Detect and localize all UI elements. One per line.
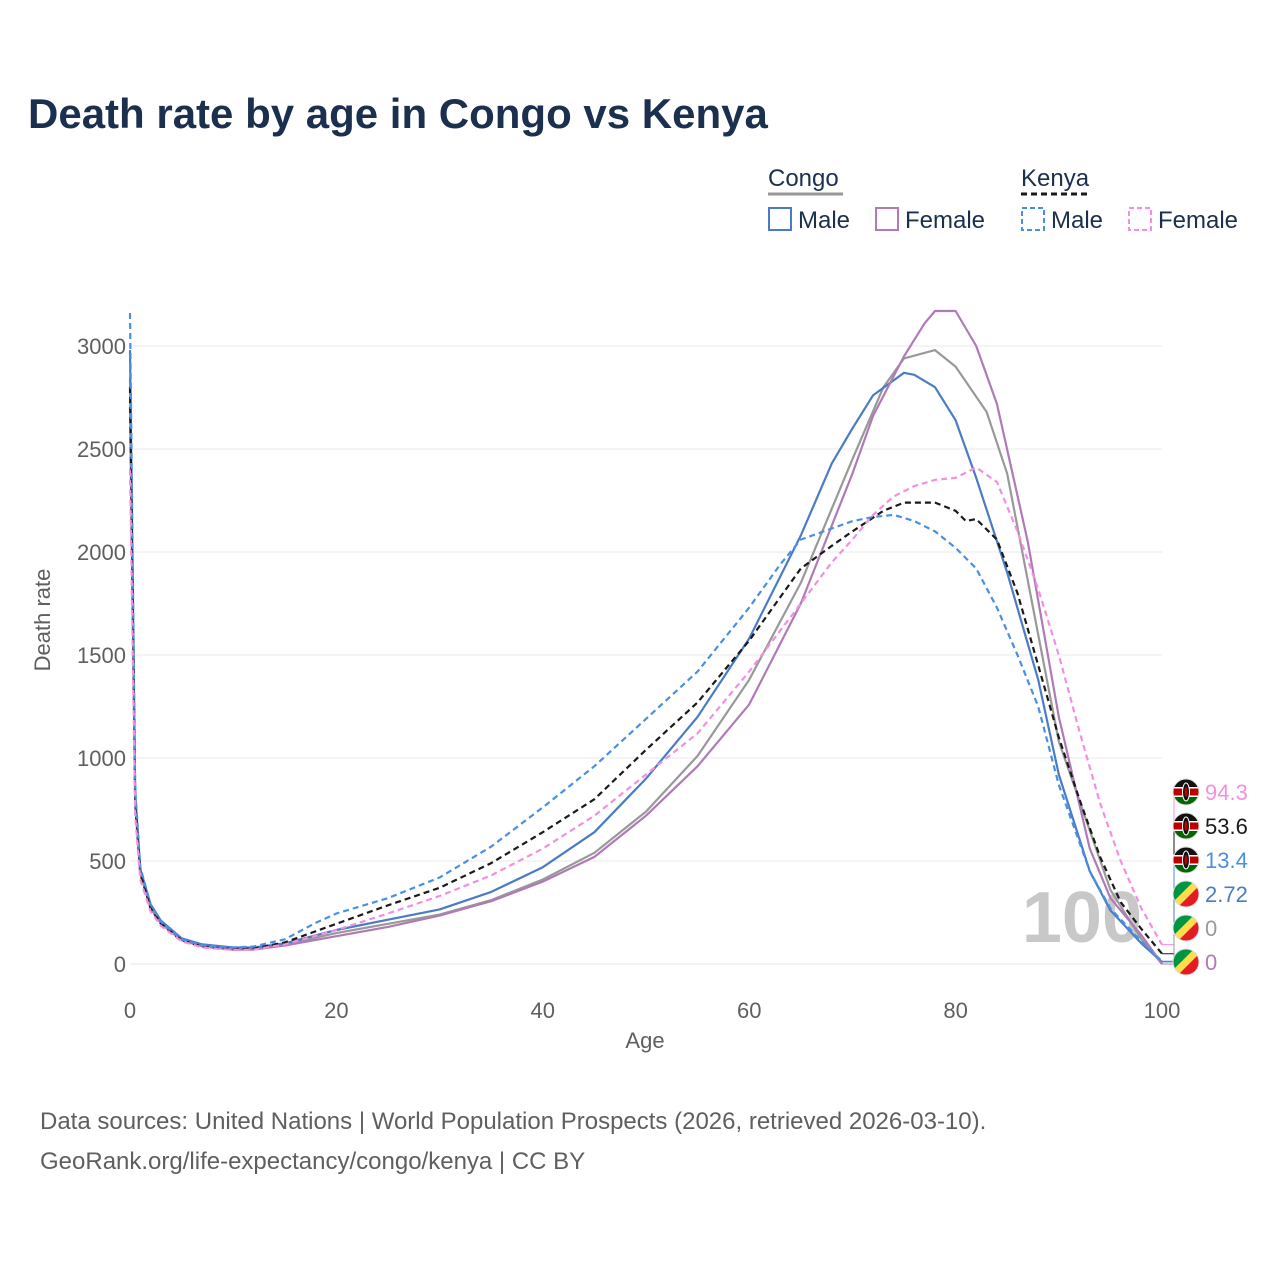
y-axis: 0 500 1000 1500 2000 2500 3000	[77, 334, 126, 977]
end-value-congo-male: 2.72	[1205, 882, 1248, 907]
legend-swatch-kenya-male[interactable]	[1021, 207, 1045, 231]
legend-label-kenya-male[interactable]: Male	[1051, 207, 1103, 234]
series-line-congo-male	[128, 350, 1163, 963]
series-line-congo-total	[128, 349, 1163, 965]
x-tick-label-40: 40	[531, 998, 555, 1023]
legend-label-congo-female[interactable]: Female	[905, 207, 985, 234]
y-tick-label-1500: 1500	[77, 643, 126, 668]
legend-swatch-congo-female[interactable]	[875, 207, 899, 231]
y-tick-label-500: 500	[89, 849, 126, 874]
x-tick-label-20: 20	[324, 998, 348, 1023]
chart-title: Death rate by age in Congo vs Kenya	[28, 90, 768, 137]
y-axis-label: Death rate	[30, 569, 55, 672]
x-tick-label-60: 60	[737, 998, 761, 1023]
y-tick-label-2000: 2000	[77, 540, 126, 565]
gridlines	[130, 345, 1162, 965]
end-value-congo-total: 0	[1205, 916, 1217, 941]
series-line-kenya-male	[128, 312, 1163, 963]
end-value-congo-female: 0	[1205, 950, 1217, 975]
x-axis-label: Age	[625, 1028, 664, 1053]
end-value-labels: 94.3 53.6 13.4 2.72 0 0	[1162, 778, 1248, 976]
y-tick-label-0: 0	[114, 952, 126, 977]
data-source-text: Data sources: United Nations | World Pop…	[40, 1108, 987, 1135]
legend-label-congo-male[interactable]: Male	[798, 207, 850, 234]
legend: Congo Male Female Kenya Male Female	[768, 165, 1238, 234]
y-tick-label-1000: 1000	[77, 746, 126, 771]
attribution-link[interactable]: GeoRank.org/life-expectancy/congo/kenya …	[40, 1148, 586, 1175]
end-value-kenya-female: 94.3	[1205, 780, 1248, 805]
y-tick-label-2500: 2500	[77, 437, 126, 462]
flag-kenya-total	[1172, 812, 1200, 840]
legend-swatch-kenya-female[interactable]	[1128, 207, 1152, 231]
legend-group-congo: Congo	[768, 165, 839, 192]
series-lines	[128, 309, 1163, 965]
x-tick-label-80: 80	[943, 998, 967, 1023]
series-line-congo-female	[128, 309, 1163, 965]
flag-kenya-male	[1172, 846, 1200, 874]
x-axis: 0 20 40 60 80 100	[124, 998, 1180, 1023]
x-tick-label-0: 0	[124, 998, 136, 1023]
x-tick-label-100: 100	[1144, 998, 1181, 1023]
legend-group-kenya: Kenya	[1021, 165, 1090, 192]
end-connector-kenya-male	[1162, 859, 1180, 962]
end-value-kenya-total: 53.6	[1205, 814, 1248, 839]
y-tick-label-3000: 3000	[77, 334, 126, 359]
series-line-kenya-female	[128, 466, 1163, 952]
flag-kenya-female	[1172, 778, 1200, 806]
legend-swatch-congo-male[interactable]	[768, 207, 792, 231]
legend-label-kenya-female[interactable]: Female	[1158, 207, 1238, 234]
end-value-kenya-male: 13.4	[1205, 848, 1248, 873]
current-age-label: 100	[1022, 878, 1142, 958]
